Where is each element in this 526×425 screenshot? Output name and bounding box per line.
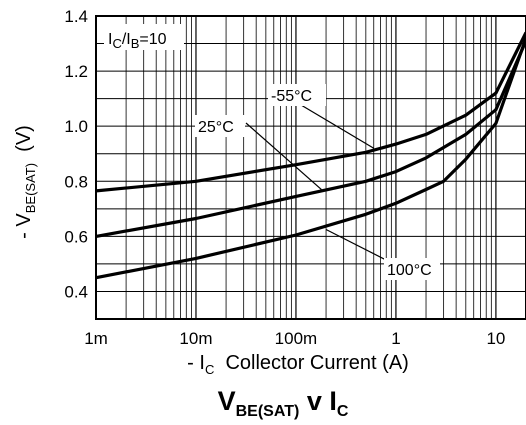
annotation-leader-2 [325, 228, 391, 263]
condition-rest: =10 [139, 31, 166, 48]
x-axis-title-prefix: - I [187, 352, 205, 374]
y-tick-label: 0.8 [64, 172, 88, 191]
x-tick-label: 10m [179, 329, 212, 348]
x-axis-title: - IC Collector Current (A) [187, 352, 409, 377]
condition-prefix: I [108, 31, 112, 48]
series-line-1 [95, 40, 526, 238]
y-tick-label: 1.0 [64, 117, 88, 136]
annotation-box-2 [384, 258, 440, 280]
annotation-label-1: 25°C [198, 119, 234, 136]
y-tick-label: 1.2 [64, 62, 88, 81]
chart-title: VBE(SAT) v IC [218, 386, 349, 420]
y-tick-labels: 0.4 0.6 0.8 1.0 1.2 1.4 [64, 7, 88, 301]
annotation-leader-0 [295, 101, 375, 149]
x-tick-label: 100m [275, 329, 318, 348]
y-tick-label: 0.6 [64, 227, 88, 246]
x-tick-label: 1 [391, 329, 400, 348]
annotation-leader-1 [245, 122, 322, 190]
chart-title-main-sub: BE(SAT) [236, 403, 300, 420]
y-tick-label: 1.4 [64, 7, 88, 26]
x-tick-labels: 1m 10m 100m 1 10 [84, 329, 505, 348]
y-axis-title: - VBE(SAT) (V) [13, 125, 38, 239]
x-axis-title-rest: Collector Current (A) [214, 352, 409, 374]
series-line-0 [95, 31, 526, 193]
y-axis-title-rest: (V) [13, 125, 35, 163]
chart-title-main: V [218, 386, 236, 416]
grid [95, 15, 526, 320]
condition-mid: /I [122, 31, 131, 48]
x-tick-label: 1m [84, 329, 108, 348]
annotation-label-2: 100°C [387, 262, 432, 279]
svg-text:IC/IB=10: IC/IB=10 [108, 31, 167, 51]
y-axis-title-sub: BE(SAT) [23, 163, 38, 213]
plot-frame [95, 15, 526, 320]
condition-sub1: C [112, 36, 121, 51]
chart-title-mid: v I [299, 386, 337, 416]
chart-title-end-sub: C [337, 403, 349, 420]
annotation-layer: -55°C 25°C 100°C [195, 84, 440, 280]
annotation-box-1 [195, 115, 245, 137]
annotation-label-0: -55°C [271, 88, 312, 105]
y-axis-title-prefix: - V [13, 213, 35, 239]
series-line-2 [95, 37, 526, 280]
x-tick-label: 10 [486, 329, 505, 348]
series-layer [95, 31, 526, 280]
x-axis-title-sub: C [205, 362, 214, 377]
y-tick-label: 0.4 [64, 282, 88, 301]
condition-sub2: B [131, 36, 140, 51]
condition-label: IC/IB=10 [104, 24, 184, 51]
annotation-box-0 [268, 84, 326, 106]
